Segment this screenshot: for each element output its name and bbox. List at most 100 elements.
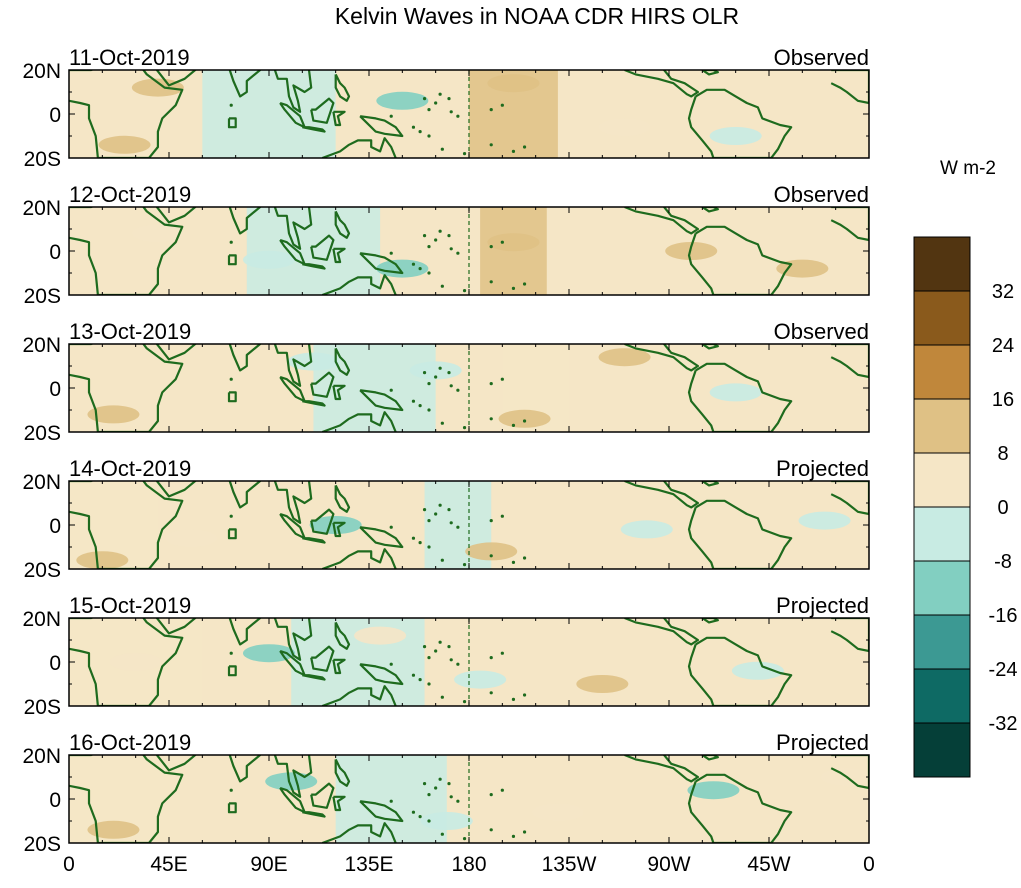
island-dot [427, 793, 431, 797]
coastline [830, 70, 869, 105]
lon-label: 90E [250, 853, 287, 876]
lon-label: 135W [542, 853, 597, 876]
island-dot [489, 382, 493, 386]
island-dot [389, 114, 393, 118]
anomaly-blob [454, 670, 507, 689]
island-dot [427, 245, 431, 249]
island-dot [522, 419, 527, 423]
coastline [227, 117, 237, 129]
coastline [687, 636, 793, 706]
lon-label: 180 [451, 853, 486, 876]
coastline [334, 621, 351, 650]
colorbar-tick-label: 32 [992, 281, 1014, 303]
anomaly-band [335, 755, 447, 843]
island-dot [411, 673, 416, 677]
panel-date: 15-Oct-2019 [69, 593, 191, 618]
colorbar-tick-label: 0 [997, 497, 1008, 519]
island-dot [511, 834, 516, 839]
island-dot [434, 375, 438, 379]
coastline [321, 685, 397, 706]
island-dot [440, 421, 444, 425]
island-dot [500, 651, 504, 655]
coastline [228, 207, 262, 235]
colorbar-swatch [913, 398, 971, 454]
coastline [228, 481, 262, 509]
lat-label: 0 [49, 652, 61, 675]
colorbar-tick-label: -8 [994, 551, 1012, 573]
lat-label: 20N [22, 745, 61, 768]
island-dot [411, 536, 416, 540]
lat-label: 20N [22, 471, 61, 494]
colorbar-swatch [913, 344, 971, 400]
coastline [687, 773, 793, 843]
island-dot [456, 388, 460, 392]
island-dot [500, 240, 504, 244]
coastline [302, 400, 326, 407]
coastlines [69, 70, 869, 158]
coastline [155, 481, 197, 498]
lon-label: 90W [647, 853, 690, 876]
island-dot [389, 525, 393, 529]
island-dot [427, 519, 431, 523]
lat-label: 20S [24, 148, 61, 171]
island-dot [438, 777, 442, 781]
lat-label: 20N [22, 60, 61, 83]
coastline [302, 811, 326, 818]
coastline [69, 70, 184, 158]
coastline [227, 391, 237, 403]
coastline [321, 411, 397, 432]
coastline [701, 70, 719, 76]
coastline [302, 263, 326, 270]
coastline [228, 618, 262, 646]
coastline [273, 618, 313, 661]
lon-label: 135E [344, 853, 393, 876]
coastline [302, 537, 326, 544]
lon-label: 0 [63, 853, 75, 876]
anomaly-blob [731, 661, 784, 680]
island-dot [489, 691, 493, 695]
anomaly-blob [687, 781, 740, 800]
panel-status: Observed [774, 45, 869, 70]
coastline [359, 800, 404, 823]
island-dot [418, 404, 422, 408]
island-dot [438, 503, 442, 507]
anomaly-blob [465, 542, 518, 561]
coastline [701, 207, 719, 213]
island-dot [229, 514, 233, 518]
coastline [310, 234, 335, 261]
coastline [69, 481, 184, 569]
island-dot [449, 110, 453, 114]
colorbar-swatch [913, 668, 971, 724]
island-dot [389, 662, 393, 666]
coastline [359, 252, 404, 275]
coastline [69, 207, 184, 295]
island-dot [449, 658, 453, 662]
anomaly-blob [498, 409, 551, 428]
island-dot [522, 556, 527, 560]
island-dot [411, 399, 416, 403]
island-dot [462, 563, 467, 567]
island-dot [456, 799, 460, 803]
coastline [228, 344, 262, 372]
island-dot [427, 656, 431, 660]
island-dot [489, 417, 493, 421]
panel-date: 12-Oct-2019 [69, 182, 191, 207]
colorbar-swatch [913, 722, 971, 778]
island-dot [438, 640, 442, 644]
island-dot [229, 103, 233, 107]
coastlines [69, 344, 869, 432]
coastline [69, 755, 184, 843]
panel: 13-Oct-2019 Observed 20N 0 20S [22, 319, 870, 445]
coastline [332, 110, 346, 127]
coastline [687, 362, 793, 432]
anomaly-blob [309, 516, 362, 534]
island-dot [418, 267, 422, 271]
island-dot [434, 649, 438, 653]
coastline [227, 528, 237, 540]
coastline [321, 548, 397, 569]
anomaly-blob [598, 348, 651, 367]
colorbar-tick-label: 8 [997, 443, 1008, 465]
anomaly-blob [87, 405, 140, 424]
island-dot [427, 382, 431, 386]
island-dot [456, 662, 460, 666]
